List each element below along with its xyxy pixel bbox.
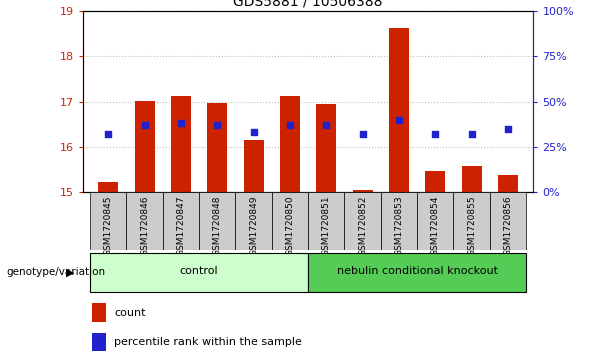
- Bar: [498, 175, 518, 192]
- Text: GSM1720846: GSM1720846: [140, 195, 149, 256]
- Bar: [92, 333, 106, 351]
- Bar: [134, 101, 154, 192]
- Text: GSM1720852: GSM1720852: [358, 195, 367, 256]
- Text: GSM1720845: GSM1720845: [104, 195, 113, 256]
- Bar: [308, 192, 345, 250]
- Text: control: control: [180, 266, 218, 276]
- Text: GSM1720851: GSM1720851: [322, 195, 330, 256]
- Bar: [171, 96, 191, 192]
- Text: GSM1720847: GSM1720847: [177, 195, 185, 256]
- Text: GSM1720848: GSM1720848: [213, 195, 222, 256]
- Bar: [207, 103, 227, 192]
- Point: [140, 122, 150, 128]
- Bar: [345, 192, 381, 250]
- Text: GSM1720849: GSM1720849: [249, 195, 258, 256]
- Bar: [308, 253, 526, 292]
- Bar: [162, 192, 199, 250]
- Bar: [316, 104, 336, 192]
- Bar: [462, 166, 482, 192]
- Bar: [90, 253, 308, 292]
- Bar: [490, 192, 526, 250]
- Title: GDS5881 / 10506388: GDS5881 / 10506388: [234, 0, 383, 8]
- Text: GSM1720854: GSM1720854: [431, 195, 440, 256]
- Point: [394, 117, 404, 123]
- Text: GSM1720853: GSM1720853: [394, 195, 403, 256]
- Point: [212, 122, 222, 128]
- Bar: [199, 192, 235, 250]
- Bar: [425, 171, 445, 192]
- Bar: [98, 182, 118, 192]
- Point: [321, 122, 331, 128]
- Text: ▶: ▶: [66, 267, 75, 277]
- Text: nebulin conditional knockout: nebulin conditional knockout: [337, 266, 498, 276]
- Point: [176, 121, 186, 126]
- Point: [503, 126, 513, 132]
- Text: GSM1720855: GSM1720855: [467, 195, 476, 256]
- Bar: [381, 192, 417, 250]
- Point: [357, 131, 367, 137]
- Bar: [92, 303, 106, 322]
- Text: GSM1720850: GSM1720850: [286, 195, 294, 256]
- Point: [103, 131, 113, 137]
- Point: [430, 131, 440, 137]
- Bar: [280, 96, 300, 192]
- Text: percentile rank within the sample: percentile rank within the sample: [114, 337, 302, 347]
- Bar: [272, 192, 308, 250]
- Bar: [389, 28, 409, 192]
- Point: [285, 122, 295, 128]
- Text: genotype/variation: genotype/variation: [6, 267, 105, 277]
- Text: GSM1720856: GSM1720856: [503, 195, 512, 256]
- Bar: [454, 192, 490, 250]
- Bar: [352, 190, 373, 192]
- Bar: [417, 192, 454, 250]
- Bar: [126, 192, 162, 250]
- Bar: [235, 192, 272, 250]
- Text: count: count: [114, 308, 146, 318]
- Point: [249, 130, 259, 135]
- Bar: [243, 140, 264, 192]
- Bar: [90, 192, 126, 250]
- Point: [466, 131, 476, 137]
